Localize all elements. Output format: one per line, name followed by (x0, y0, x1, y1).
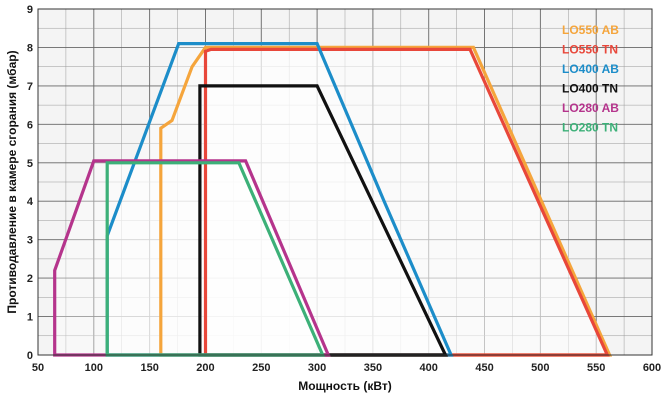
legend-entry: LO550 AB (562, 23, 619, 37)
x-tick-label: 550 (587, 362, 605, 374)
x-tick-label: 300 (308, 362, 326, 374)
x-tick-label: 500 (531, 362, 549, 374)
series-line-lo550-ab (159, 45, 613, 357)
legend-entry: LO550 TN (562, 43, 618, 57)
y-tick-labels: 0 1 2 3 4 5 6 7 8 9 (27, 4, 34, 362)
y-tick-label: 8 (27, 42, 33, 54)
y-tick-label: 2 (27, 273, 33, 285)
x-tick-label: 50 (32, 362, 44, 374)
y-tick-label: 7 (27, 81, 33, 93)
y-tick-label: 0 (27, 350, 33, 362)
y-axis-label: Противодавление в камере сгорания (мбар) (5, 50, 19, 313)
x-tick-label: 450 (475, 362, 493, 374)
legend-entry: LO280 TN (562, 121, 618, 135)
y-tick-label: 4 (27, 196, 34, 208)
x-axis-label: Мощность (кВт) (298, 379, 392, 393)
y-tick-label: 6 (27, 119, 33, 131)
y-tick-label: 3 (27, 235, 33, 247)
series-area-lo400-tn (199, 85, 446, 356)
legend: LO550 AB LO550 TN LO400 AB LO400 TN LO280 AB… (562, 23, 619, 135)
x-tick-label: 400 (420, 362, 438, 374)
y-tick-label: 9 (27, 4, 33, 16)
x-tick-label: 100 (85, 362, 103, 374)
x-tick-label: 150 (140, 362, 158, 374)
legend-entry: LO400 AB (562, 62, 619, 76)
legend-entry: LO400 TN (562, 82, 618, 96)
series-area-lo400-ab (107, 43, 452, 355)
y-tick-label: 5 (27, 158, 33, 170)
x-tick-label: 600 (643, 362, 661, 374)
x-tick-label: 200 (196, 362, 214, 374)
y-tick-label: 1 (27, 312, 33, 324)
x-tick-labels: 50 100 150 200 250 300 350 400 450 500 550 600 (32, 362, 661, 374)
x-tick-label: 250 (252, 362, 270, 374)
legend-entry: LO280 AB (562, 101, 619, 115)
plot-frame (37, 8, 653, 356)
axes (37, 8, 653, 356)
series-area-lo550-tn (205, 49, 608, 356)
x-tick-label: 350 (364, 362, 382, 374)
